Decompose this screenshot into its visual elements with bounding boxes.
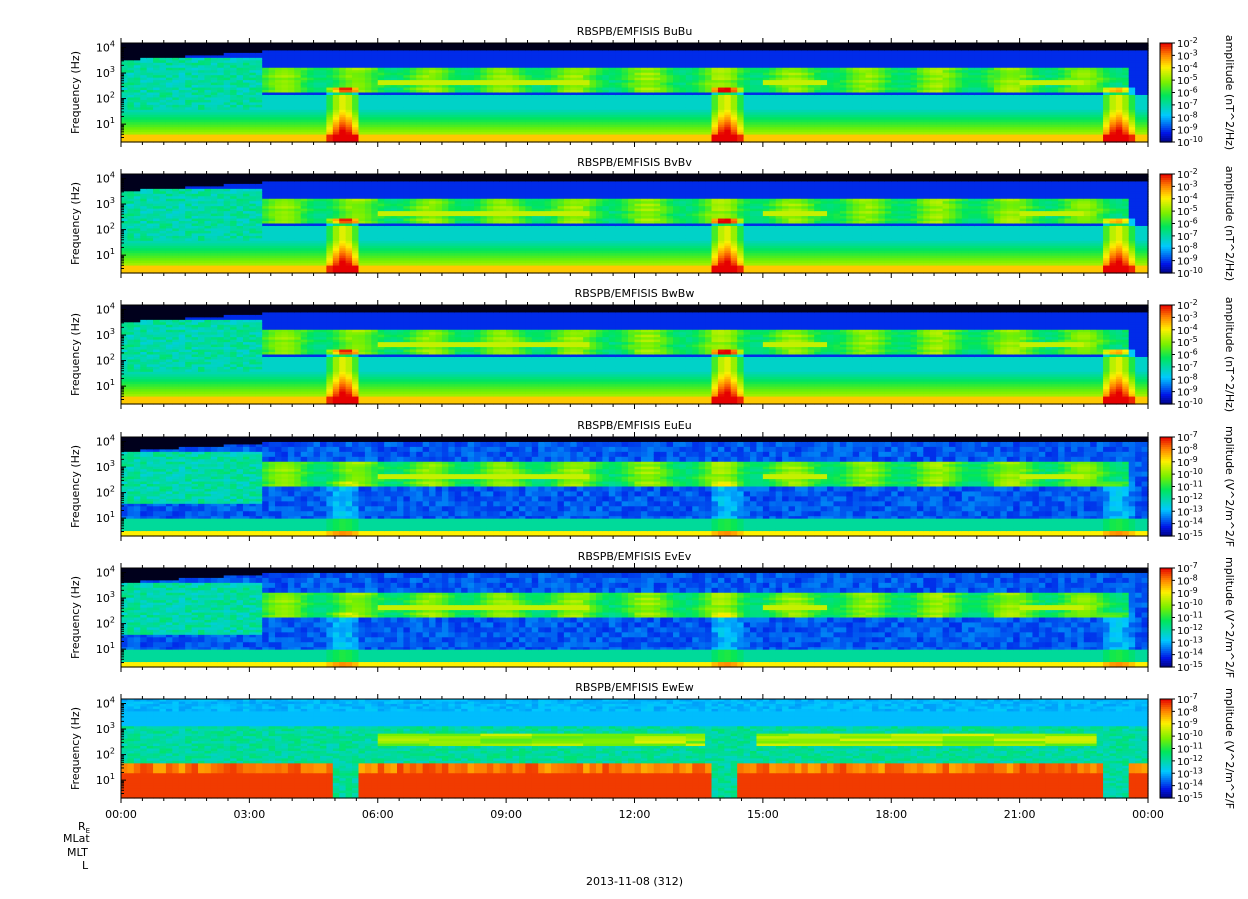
colorbar: 10-210-310-410-510-610-710-810-910-10 amp… [1159,35,1236,150]
y-tick-label: 103 [96,65,115,80]
y-tick-label: 103 [96,721,115,736]
panel-title: RBSPB/EMFISIS EwEw [575,681,693,694]
y-tick-label: 101 [96,510,115,525]
panel-5: RBSPB/EMFISIS EvEv 101 102 103 104 Frequency … [69,550,1236,678]
y-tick-label: 103 [96,459,115,474]
colorbar-label: mplitude (V^2/m^2/F [1223,688,1236,809]
x-tick-label: 21:00 [1004,808,1036,821]
colorbar: 10-710-810-910-1010-1110-1210-1310-1410-… [1159,557,1236,678]
colorbar-tick-label: 10-15 [1177,529,1203,543]
panel-1: RBSPB/EMFISIS BuBu 101 102 103 104 Frequency … [69,25,1236,150]
x-tick-label: 18:00 [875,808,907,821]
colorbar-label: mplitude (V^2/m^2/F [1223,426,1236,547]
spectrogram-heatmap [121,568,1149,668]
ephemeris-label-l: L [82,859,88,872]
colorbar-label: amplitude (nT^2/Hz) [1223,35,1236,150]
ephemeris-label-re: RE [78,820,90,835]
x-tick-label: 00:00 [105,808,137,821]
y-tick-label: 101 [96,247,115,262]
colorbar-label: amplitude (nT^2/Hz) [1223,166,1236,281]
y-tick-label: 102 [96,616,115,631]
x-tick-label: 03:00 [234,808,266,821]
y-tick-label: 103 [96,327,115,342]
y-tick-label: 103 [96,196,115,211]
colorbar-tick-label: 10-15 [1177,660,1203,674]
y-tick-label: 102 [96,353,115,368]
y-axis-label: Frequency (Hz) [69,445,82,528]
colorbar-label: amplitude (nT^2/Hz) [1223,297,1236,412]
y-tick-label: 101 [96,378,115,393]
y-axis-label: Frequency (Hz) [69,313,82,396]
y-tick-label: 104 [96,433,115,448]
y-tick-label: 104 [96,301,115,316]
y-tick-label: 104 [96,170,115,185]
x-tick-label: 12:00 [619,808,651,821]
y-tick-label: 104 [96,39,115,54]
y-tick-label: 102 [96,747,115,762]
x-tick-label: 00:00 [1132,808,1164,821]
panel-2: RBSPB/EMFISIS BvBv 101 102 103 104 Frequency … [69,156,1236,281]
y-tick-label: 101 [96,116,115,131]
y-axis-label: Frequency (Hz) [69,707,82,790]
colorbar: 10-710-810-910-1010-1110-1210-1310-1410-… [1159,426,1236,547]
spectrogram-heatmap [121,437,1149,537]
panel-title: RBSPB/EMFISIS BwBw [575,287,695,300]
y-tick-label: 104 [96,695,115,710]
y-axis-label: Frequency (Hz) [69,576,82,659]
colorbar-tick-label: 10-10 [1177,135,1203,149]
y-tick-label: 103 [96,590,115,605]
panel-title: RBSPB/EMFISIS BvBv [577,156,692,169]
x-tick-label: 15:00 [747,808,779,821]
y-axis-label: Frequency (Hz) [69,182,82,265]
panel-4: RBSPB/EMFISIS EuEu 101 102 103 104 Frequency … [69,419,1236,547]
colorbar-tick-label: 10-10 [1177,397,1203,411]
spectrogram-heatmap [121,43,1149,143]
panel-3: RBSPB/EMFISIS BwBw 101 102 103 104 Frequency … [69,287,1236,412]
colorbar: 10-710-810-910-1010-1110-1210-1310-1410-… [1159,688,1236,809]
colorbar-tick-label: 10-15 [1177,791,1203,805]
ephemeris-label-mlt: MLT [67,846,88,859]
spectrogram-heatmap [121,699,1149,799]
panel-title: RBSPB/EMFISIS BuBu [577,25,693,38]
y-tick-label: 101 [96,772,115,787]
y-tick-label: 102 [96,485,115,500]
panel-title: RBSPB/EMFISIS EuEu [577,419,691,432]
date-label: 2013-11-08 (312) [586,875,683,888]
y-axis-label: Frequency (Hz) [69,51,82,134]
panel-title: RBSPB/EMFISIS EvEv [578,550,692,563]
colorbar-label: mplitude (V^2/m^2/F [1223,557,1236,678]
colorbar: 10-210-310-410-510-610-710-810-910-10 amp… [1159,166,1236,281]
y-tick-label: 104 [96,564,115,579]
spectrogram-heatmap [121,305,1149,405]
colorbar: 10-210-310-410-510-610-710-810-910-10 amp… [1159,297,1236,412]
y-tick-label: 102 [96,222,115,237]
y-tick-label: 102 [96,91,115,106]
spectrogram-heatmap [121,174,1149,274]
ephemeris-label-mlat: MLat [63,832,90,845]
panel-6: RBSPB/EMFISIS EwEw 101 102 103 104 Frequency … [69,681,1236,809]
y-tick-label: 101 [96,641,115,656]
colorbar-tick-label: 10-10 [1177,266,1203,280]
x-tick-label: 09:00 [490,808,522,821]
x-tick-label: 06:00 [362,808,394,821]
